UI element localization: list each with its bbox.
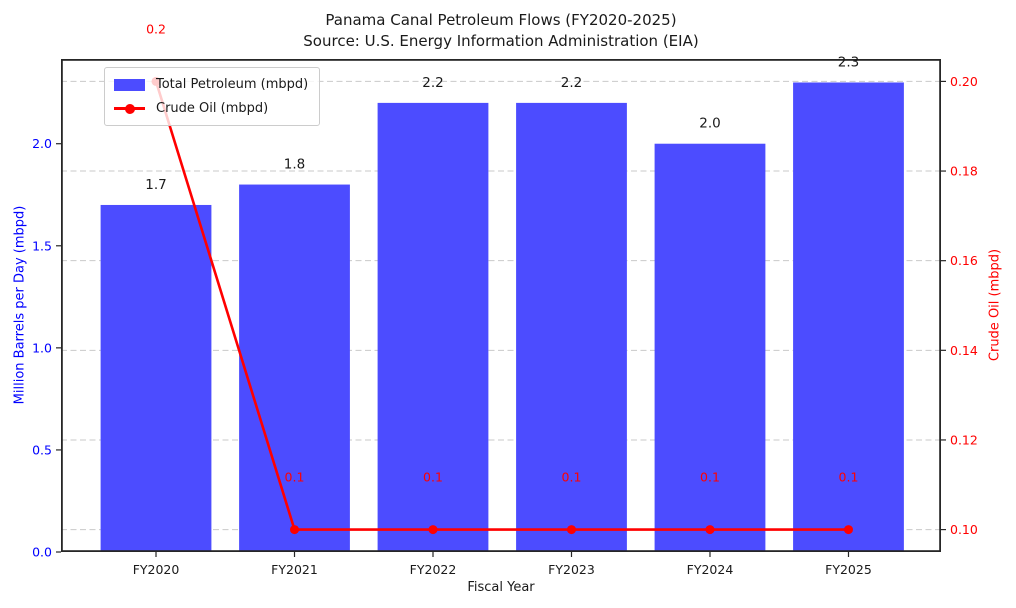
bar-FY2025 [793, 82, 904, 552]
crude-oil-line [154, 81, 849, 531]
legend-label-crude-oil: Crude Oil (mbpd) [156, 101, 269, 116]
bar-FY2024 [654, 143, 766, 552]
left-tick-label: 2.0 [32, 136, 52, 151]
legend-line-swatch-icon [114, 103, 145, 114]
chart-subtitle: Source: U.S. Energy Information Administ… [303, 32, 699, 50]
bar-value-label: 2.0 [699, 116, 720, 132]
line-marker-FY2022 [428, 525, 438, 535]
left-tick-label: 1.5 [32, 238, 52, 253]
line-value-label: 0.1 [562, 470, 582, 485]
bar-value-label: 1.7 [145, 177, 166, 193]
bar-value-label: 2.2 [561, 75, 582, 91]
chart-line-layer: 0.0 0.5 1.0 1.5 2.0 0.10 0.12 0.14 0.16 0.18 0.20 F… [32, 21, 978, 577]
x-tick-label: FY2023 [548, 562, 595, 577]
legend-bar-swatch-icon [114, 78, 145, 91]
x-tick-label: FY2020 [133, 562, 180, 577]
x-axis-label: Fiscal Year [467, 580, 535, 595]
left-tick-label: 0.0 [32, 545, 52, 560]
right-tick-label: 0.14 [950, 343, 978, 358]
plot-area: 0.0 0.5 1.0 1.5 2.0 0.10 0.12 0.14 0.16 0.18 0.20 F… [32, 21, 978, 577]
line-value-label: 0.2 [146, 21, 166, 36]
legend: Total Petroleum (mbpd) Crude Oil (mbpd) [104, 67, 321, 126]
line-value-label: 0.1 [839, 470, 859, 485]
line-marker-FY2021 [290, 525, 300, 535]
bar-value-label: 2.3 [838, 54, 859, 70]
legend-label-total-petroleum: Total Petroleum (mbpd) [156, 77, 309, 92]
legend-item-total-petroleum: Total Petroleum (mbpd) [114, 75, 308, 94]
chart-title: Panama Canal Petroleum Flows (FY2020-202… [325, 11, 677, 29]
x-tick-label: FY2022 [410, 562, 457, 577]
bar-FY2021 [239, 184, 350, 553]
bar-value-label: 1.8 [284, 157, 305, 173]
left-tick-label: 1.0 [32, 340, 52, 355]
chart-base-layer [61, 80, 941, 553]
axes-frame [60, 58, 942, 553]
right-tick-label: 0.10 [950, 522, 978, 537]
x-tick-label: FY2021 [271, 562, 318, 577]
x-tick-label: FY2025 [825, 562, 872, 577]
line-marker-FY2025 [843, 525, 853, 535]
left-tick-label: 0.5 [32, 442, 52, 457]
right-y-axis-label: Crude Oil (mbpd) [987, 248, 1003, 362]
right-tick-label: 0.20 [950, 74, 978, 89]
left-y-axis-label: Million Barrels per Day (mbpd) [12, 205, 28, 405]
legend-item-crude-oil: Crude Oil (mbpd) [114, 99, 308, 118]
x-tick-label: FY2024 [687, 562, 734, 577]
bar-value-label: 2.2 [422, 75, 443, 91]
bar-FY2022 [377, 102, 489, 553]
line-value-label: 0.1 [700, 470, 720, 485]
line-marker-FY2024 [705, 525, 715, 535]
bar-FY2020 [100, 204, 212, 552]
right-tick-label: 0.16 [950, 253, 978, 268]
line-value-label: 0.1 [285, 470, 305, 485]
right-tick-label: 0.12 [950, 432, 978, 447]
right-tick-label: 0.18 [950, 164, 978, 179]
line-marker-FY2023 [566, 525, 576, 535]
line-value-label: 0.1 [423, 470, 443, 485]
legend-line-marker-dot-icon [124, 103, 135, 114]
bar-FY2023 [516, 102, 627, 553]
